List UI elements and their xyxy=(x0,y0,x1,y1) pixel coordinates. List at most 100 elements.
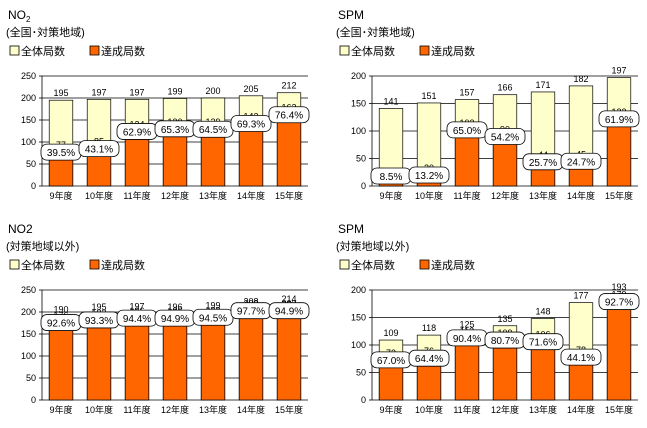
bar-achieved xyxy=(124,317,150,401)
chart-title: SPM xyxy=(338,8,364,22)
x-tick-label: 13年度 xyxy=(529,404,557,415)
rate-label: 64.5% xyxy=(199,125,227,136)
x-tick-label: 12年度 xyxy=(161,404,189,415)
y-tick-label: 50 xyxy=(356,154,366,164)
chart-title: NO2 xyxy=(8,8,31,24)
rate-callout: 97.7% xyxy=(230,302,272,320)
x-tick-label: 12年度 xyxy=(161,190,189,201)
bar-achieved xyxy=(276,310,302,401)
legend-item: 全体局数 xyxy=(339,44,395,58)
x-tick-label: 10年度 xyxy=(415,190,443,201)
rate-callout: 65.0% xyxy=(446,121,488,139)
legend-item: 全体局数 xyxy=(339,258,395,272)
y-tick-label: 50 xyxy=(356,368,366,378)
y-tick-label: 100 xyxy=(21,137,36,147)
legend-swatch xyxy=(89,259,100,270)
x-tick-label: 13年度 xyxy=(199,190,227,201)
rate-callout: 92.6% xyxy=(40,314,82,331)
rate-label: 54.2% xyxy=(491,133,519,144)
rate-box xyxy=(78,140,120,158)
data-label-total: 212 xyxy=(281,81,296,91)
bar-achieved xyxy=(238,310,264,401)
legend-label: 全体局数 xyxy=(351,44,395,58)
y-tick-label: 150 xyxy=(351,313,366,323)
rate-callout: 90.4% xyxy=(446,329,488,347)
chart-panel-no2-national: NO2(全国･対策地域)全体局数達成局数05010015020025019577… xyxy=(0,0,320,210)
y-tick-label: 50 xyxy=(26,159,36,169)
data-label-total: 118 xyxy=(422,323,436,333)
rate-callout: 94.5% xyxy=(192,308,234,326)
y-tick-label: 0 xyxy=(31,181,36,191)
legend-swatch xyxy=(9,45,20,56)
x-tick-label: 15年度 xyxy=(275,190,303,201)
legend-item: 達成局数 xyxy=(89,259,145,272)
rate-callout: 8.5% xyxy=(370,167,412,185)
x-tick-label: 9年度 xyxy=(49,404,72,415)
x-tick-label: 11年度 xyxy=(123,404,150,415)
legend-swatch xyxy=(419,45,430,56)
chart-svg: SPM(対策地域以外)全体局数達成局数050100150200109739年度1… xyxy=(336,222,640,415)
x-tick-label: 15年度 xyxy=(275,404,303,415)
data-label-total: 214 xyxy=(281,294,296,304)
x-tick-label: 12年度 xyxy=(491,190,519,201)
chart-subtitle: (対策地域以外) xyxy=(336,239,409,253)
data-label-total: 193 xyxy=(611,282,626,292)
rate-label: 44.1% xyxy=(567,353,595,364)
rate-callout: 62.9% xyxy=(116,123,158,140)
y-tick-label: 0 xyxy=(31,395,36,405)
bar-achieved xyxy=(492,339,518,401)
x-tick-label: 9年度 xyxy=(379,404,402,415)
data-label-total: 125 xyxy=(459,319,474,329)
legend-label: 達成局数 xyxy=(101,45,145,58)
data-label-total: 166 xyxy=(497,83,512,93)
rate-callout: 94.9% xyxy=(154,309,196,327)
rate-box xyxy=(268,106,310,124)
rate-box xyxy=(484,128,526,145)
data-label-total: 196 xyxy=(167,302,182,312)
y-tick-label: 50 xyxy=(26,373,36,383)
legend-label: 全体局数 xyxy=(351,258,395,272)
x-tick-label: 13年度 xyxy=(529,190,557,201)
x-tick-label: 15年度 xyxy=(605,404,633,415)
legend-label: 全体局数 xyxy=(21,44,65,58)
y-tick-label: 150 xyxy=(351,99,366,109)
rate-callout: 61.9% xyxy=(598,110,640,128)
data-label-total: 157 xyxy=(459,88,474,98)
chart-svg: NO2(対策地域以外)全体局数達成局数050100150200250190176… xyxy=(6,222,310,415)
data-label-total: 135 xyxy=(497,314,512,324)
x-tick-label: 12年度 xyxy=(491,404,519,415)
bar-achieved xyxy=(162,317,188,401)
rate-box xyxy=(560,152,602,170)
x-tick-label: 10年度 xyxy=(85,190,113,201)
chart-title: NO2 xyxy=(8,222,33,236)
legend-item: 全体局数 xyxy=(9,258,65,272)
rate-label: 61.9% xyxy=(605,115,633,126)
legend-item: 達成局数 xyxy=(419,259,475,272)
rate-callout: 65.3% xyxy=(154,120,196,138)
x-tick-label: 10年度 xyxy=(415,404,443,415)
rate-callout: 76.4% xyxy=(268,106,310,124)
chart-svg: NO2(全国･対策地域)全体局数達成局数05010015020025019577… xyxy=(6,8,310,201)
legend-label: 達成局数 xyxy=(431,45,475,58)
x-tick-label: 11年度 xyxy=(453,404,480,415)
y-tick-label: 250 xyxy=(21,71,36,81)
data-label-total: 197 xyxy=(129,301,144,311)
legend-item: 達成局数 xyxy=(89,45,145,58)
bar-achieved xyxy=(162,128,188,187)
chart-svg: SPM(全国･対策地域)全体局数達成局数050100150200141129年度… xyxy=(336,8,640,201)
data-label-total: 199 xyxy=(167,86,182,96)
data-label-total: 195 xyxy=(91,302,106,312)
legend-swatch xyxy=(419,259,430,270)
rate-label: 94.5% xyxy=(199,313,227,324)
rate-callout: 24.7% xyxy=(560,152,602,170)
rate-label: 94.9% xyxy=(275,307,303,318)
rate-callout: 64.4% xyxy=(408,349,450,367)
chart-subtitle: (全国･対策地域) xyxy=(336,25,415,39)
y-tick-label: 200 xyxy=(351,71,366,81)
y-tick-label: 150 xyxy=(21,115,36,125)
data-label-total: 171 xyxy=(535,80,550,90)
data-label-total: 109 xyxy=(383,328,398,338)
x-tick-label: 14年度 xyxy=(567,404,595,415)
chart-subtitle: (全国･対策地域) xyxy=(6,25,85,39)
x-tick-label: 9年度 xyxy=(379,190,402,201)
